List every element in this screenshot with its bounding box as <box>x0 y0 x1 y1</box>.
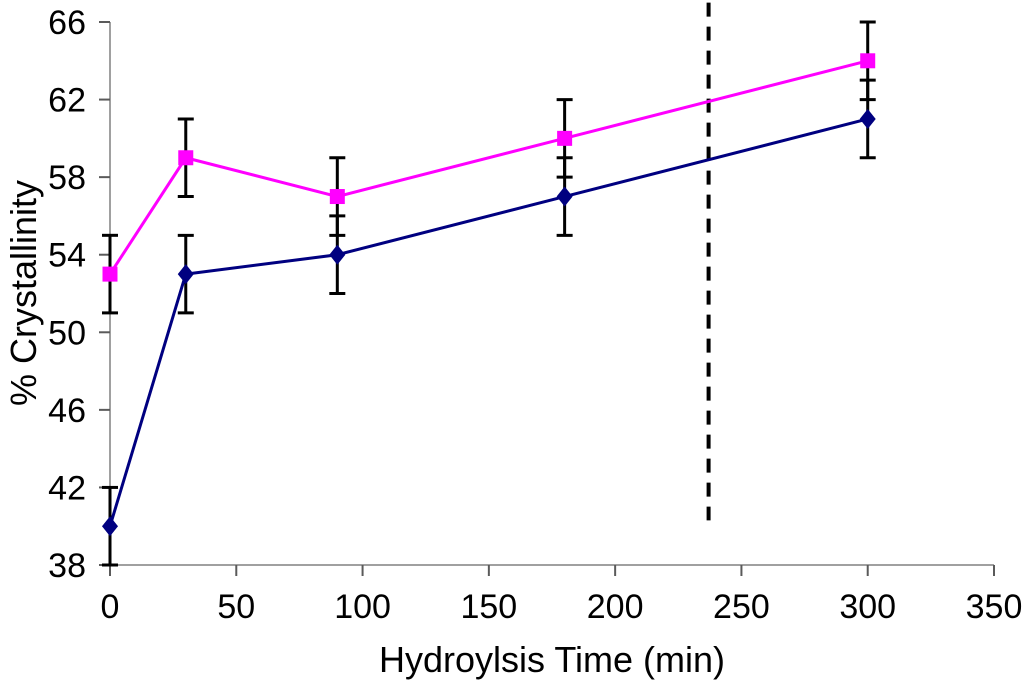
x-tick-label: 50 <box>217 588 255 626</box>
square-marker <box>178 150 194 166</box>
lower-series-navy-diamonds-line <box>108 117 869 527</box>
x-tick-label: 100 <box>334 588 391 626</box>
plot-area: 38 42 46 50 54 58 62 66 0 50 100 150 200 250 300 350 <box>48 2 1023 626</box>
y-tick-label: 50 <box>48 314 86 352</box>
diamond-marker <box>556 186 573 207</box>
y-tick-label: 62 <box>48 82 86 120</box>
x-tick-label: 200 <box>587 588 644 626</box>
y-tick-label: 46 <box>48 392 86 430</box>
x-tick-label: 150 <box>460 588 517 626</box>
y-tick-label: 38 <box>48 547 86 585</box>
diamond-marker <box>177 264 194 285</box>
square-marker <box>329 189 345 205</box>
y-tick-label: 66 <box>48 4 86 42</box>
diamond-marker <box>102 516 118 537</box>
x-tick-label: 300 <box>839 588 896 626</box>
square-marker <box>102 266 118 282</box>
square-marker <box>557 130 573 146</box>
y-tick-label: 42 <box>48 469 86 507</box>
x-axis-title: Hydroylsis Time (min) <box>379 639 725 680</box>
y-tick-label: 54 <box>48 237 86 275</box>
diamond-marker <box>859 108 876 129</box>
x-tick-label: 250 <box>713 588 770 626</box>
y-tick-label: 58 <box>48 159 86 197</box>
upper-series-magenta-squares-line <box>108 59 869 275</box>
x-tick-label: 0 <box>101 588 120 626</box>
diamond-marker <box>329 244 346 265</box>
y-axis-title: % Crystallinity <box>3 180 44 406</box>
square-marker <box>860 53 876 69</box>
x-tick-label: 350 <box>966 588 1023 626</box>
